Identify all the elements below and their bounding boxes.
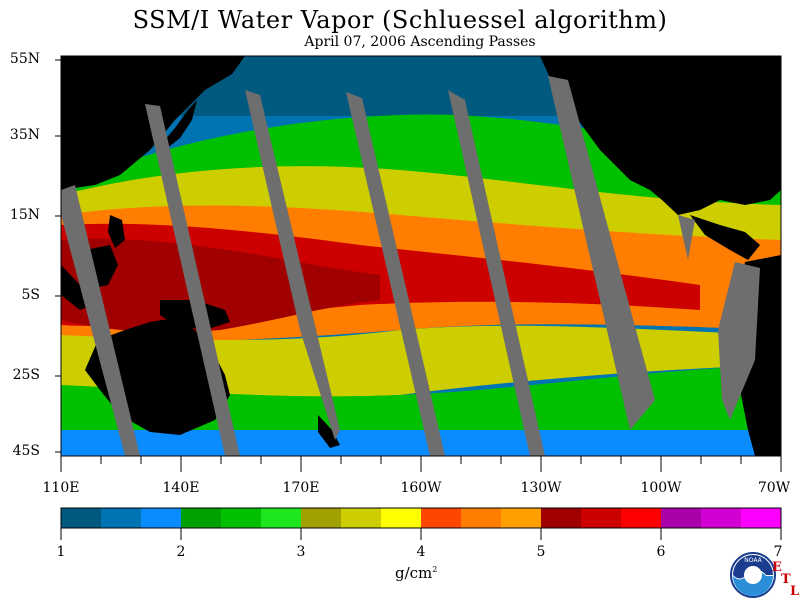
colorbar-unit: g/cm2 [395, 564, 437, 582]
map-title: SSM/I Water Vapor (Schluessel algorithm) [132, 6, 668, 34]
swath-1 [61, 185, 140, 456]
colorbar-swatch [141, 508, 182, 528]
swath-5 [448, 90, 545, 456]
colorbar-swatch [461, 508, 502, 528]
colorbar-swatch [621, 508, 662, 528]
etl-letter-l: L [790, 584, 800, 599]
etl-letter-t: T [781, 572, 791, 587]
colorbar-swatch [501, 508, 542, 528]
swath-8 [678, 215, 695, 260]
colorbar-tick-2: 2 [176, 544, 186, 560]
colorbar-swatch [581, 508, 622, 528]
lon-label-100w: 100W [640, 480, 682, 496]
lon-label-140e: 140E [162, 480, 200, 496]
lon-label-130w: 130W [520, 480, 562, 496]
swath-4 [346, 92, 445, 456]
colorbar-tick-5: 5 [536, 544, 546, 560]
colorbar-swatch [341, 508, 382, 528]
lat-label-55n: 55N [9, 51, 40, 67]
noaa-logo: NOAA [730, 552, 776, 598]
map-subtitle: April 07, 2006 Ascending Passes [304, 34, 536, 50]
lon-label-110e: 110E [42, 480, 80, 496]
noaa-logo-text: NOAA [744, 557, 762, 564]
colorbar-swatch [181, 508, 222, 528]
colorbar-swatch [541, 508, 582, 528]
colorbar-swatch [741, 508, 782, 528]
swath-6 [548, 76, 655, 430]
land-new-zealand [318, 415, 340, 448]
colorbar-swatch [301, 508, 342, 528]
colorbar-swatch [381, 508, 422, 528]
colorbar-tick-4: 4 [416, 544, 426, 560]
land-japan [158, 100, 197, 150]
lat-label-15n: 15N [9, 207, 40, 223]
lat-label-5s: 5S [21, 287, 41, 303]
lat-label-35n: 35N [9, 127, 40, 143]
colorbar-tick-3: 3 [296, 544, 306, 560]
colorbar-swatch [261, 508, 302, 528]
colorbar-tick-6: 6 [656, 544, 666, 560]
land-north-america [540, 56, 781, 215]
land-central-america [690, 215, 760, 260]
colorbar-swatch [421, 508, 462, 528]
colorbar-swatch [661, 508, 702, 528]
colorbar-swatch [221, 508, 262, 528]
lon-label-160w: 160W [400, 480, 442, 496]
colorbar [61, 508, 782, 528]
colorbar-swatch [701, 508, 742, 528]
lat-label-45s: 45S [12, 443, 40, 459]
colorbar-swatch [101, 508, 142, 528]
colorbar-tick-7: 7 [773, 544, 783, 560]
colorbar-swatch [61, 508, 102, 528]
no-data-swaths [61, 76, 760, 456]
land-philippines [108, 215, 125, 248]
etl-letter-e: E [772, 560, 782, 575]
swath-2 [145, 104, 240, 456]
lon-label-170e: 170E [282, 480, 320, 496]
colorbar-tick-1: 1 [56, 544, 66, 560]
unit-text: g/cm [395, 564, 433, 582]
lon-label-70w: 70W [757, 480, 791, 496]
lat-label-25s: 25S [12, 367, 40, 383]
swath-3 [245, 90, 340, 440]
swath-7 [718, 262, 760, 420]
unit-exponent: 2 [432, 565, 438, 574]
